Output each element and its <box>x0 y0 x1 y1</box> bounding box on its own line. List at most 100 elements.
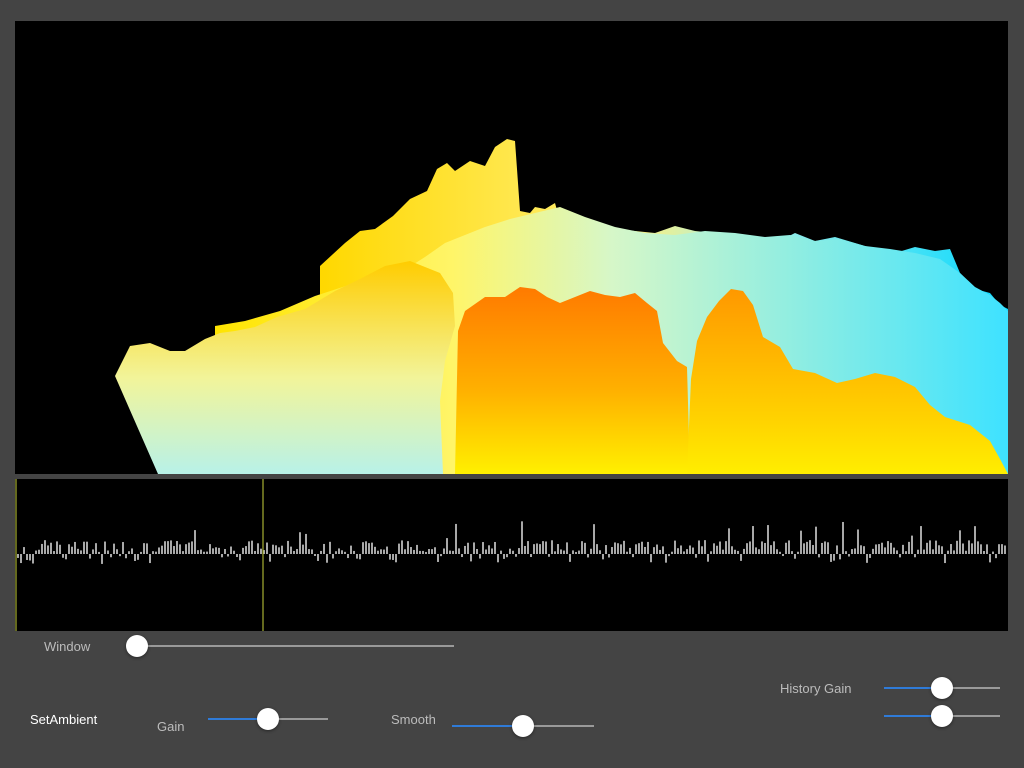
waveform-bar <box>422 550 424 554</box>
waveform-bar <box>170 540 172 554</box>
gain-slider[interactable] <box>208 707 328 731</box>
waveform-bar <box>836 545 838 554</box>
waveform-bar <box>965 550 967 554</box>
smooth-slider-fill <box>452 725 523 727</box>
waveform-bar <box>644 546 646 554</box>
waveform-bar <box>119 554 121 557</box>
waveform-bar <box>182 551 184 554</box>
waveform-bar <box>902 544 904 554</box>
waveform-bar <box>665 554 667 563</box>
waveform-bar <box>737 550 739 554</box>
waveform-bar <box>698 540 700 554</box>
history-gain-secondary-slider-thumb[interactable] <box>931 705 953 727</box>
waveform-bar <box>77 548 79 554</box>
history-gain-slider-thumb[interactable] <box>931 677 953 699</box>
spectrum-visualizer <box>15 21 1008 474</box>
waveform-bar <box>47 545 49 554</box>
waveform-bar <box>350 545 352 554</box>
waveform-bar <box>269 554 271 562</box>
waveform-bar <box>1004 545 1006 554</box>
waveform-bar <box>464 545 466 554</box>
waveform-bar <box>770 545 772 554</box>
waveform-bar <box>539 544 541 554</box>
waveform-bar <box>323 543 325 554</box>
waveform-bar <box>947 550 949 554</box>
gain-slider-fill <box>208 718 268 720</box>
waveform-bar <box>590 548 592 554</box>
waveform-bar <box>92 549 94 554</box>
waveform-bar <box>371 542 373 554</box>
waveform-bar <box>419 550 421 554</box>
waveform-bar <box>266 542 268 554</box>
waveform-bar <box>218 547 220 554</box>
waveform-graph <box>15 479 1006 631</box>
smooth-slider[interactable] <box>452 714 594 738</box>
waveform-bar <box>305 533 307 554</box>
waveform-bar <box>707 554 709 562</box>
history-gain-slider[interactable] <box>884 676 1000 700</box>
history-gain-slider-fill <box>884 687 942 689</box>
waveform-bar <box>110 554 112 558</box>
waveform-bar <box>155 551 157 554</box>
waveform-bar <box>188 542 190 554</box>
waveform-bar <box>158 547 160 554</box>
waveform-bar <box>338 548 340 554</box>
waveform-bar <box>254 550 256 554</box>
waveform-bar <box>41 543 43 554</box>
waveform-bar <box>272 544 274 554</box>
waveform-bar <box>611 547 613 554</box>
waveform-bar <box>29 554 31 561</box>
waveform-bar <box>290 546 292 554</box>
waveform-bar <box>692 547 694 554</box>
waveform-bar <box>689 545 691 554</box>
waveform-bar <box>152 551 154 554</box>
waveform-bar <box>755 547 757 554</box>
waveform-bar <box>476 549 478 554</box>
waveform-bar <box>353 550 355 554</box>
waveform-bar <box>758 549 760 554</box>
history-gain-secondary-slider-fill <box>884 715 942 717</box>
waveform-bar <box>809 540 811 554</box>
waveform-bar <box>107 550 109 554</box>
window-slider-thumb[interactable] <box>126 635 148 657</box>
waveform-bar <box>317 554 319 561</box>
waveform-bar <box>542 541 544 554</box>
waveform-bar <box>554 551 556 554</box>
waveform-bar <box>878 544 880 554</box>
set-ambient-button[interactable]: SetAmbient <box>30 712 98 727</box>
waveform-bar <box>167 541 169 554</box>
waveform-bar <box>713 543 715 554</box>
waveform-bar <box>674 540 676 554</box>
waveform-bar <box>176 541 178 554</box>
window-slider[interactable] <box>126 634 454 658</box>
waveform-bar <box>458 548 460 554</box>
waveform-bar <box>695 554 697 558</box>
waveform-bar <box>875 544 877 554</box>
waveform-bar <box>653 547 655 554</box>
waveform-bar <box>341 550 343 554</box>
waveform-bar <box>815 526 817 554</box>
waveform-bar <box>584 542 586 554</box>
waveform-bar <box>779 551 781 554</box>
waveform-bar <box>65 554 67 560</box>
waveform-bar <box>425 551 427 554</box>
waveform-bar <box>983 550 985 554</box>
waveform-bar <box>794 554 796 559</box>
waveform-bar <box>359 554 361 560</box>
smooth-slider-thumb[interactable] <box>512 715 534 737</box>
waveform-bar <box>479 554 481 559</box>
waveform-bar <box>173 546 175 554</box>
waveform-bar <box>335 551 337 554</box>
waveform-bar <box>311 549 313 554</box>
waveform-bar <box>146 543 148 554</box>
waveform-bar <box>599 550 601 554</box>
waveform-bar <box>710 551 712 554</box>
gain-slider-thumb[interactable] <box>257 708 279 730</box>
history-gain-secondary-slider[interactable] <box>884 704 1000 728</box>
waveform-bar <box>275 545 277 554</box>
waveform-bar <box>767 525 769 554</box>
waveform-bar <box>791 551 793 554</box>
waveform-bar <box>884 547 886 554</box>
smooth-label: Smooth <box>391 712 436 727</box>
waveform-bar <box>920 526 922 554</box>
